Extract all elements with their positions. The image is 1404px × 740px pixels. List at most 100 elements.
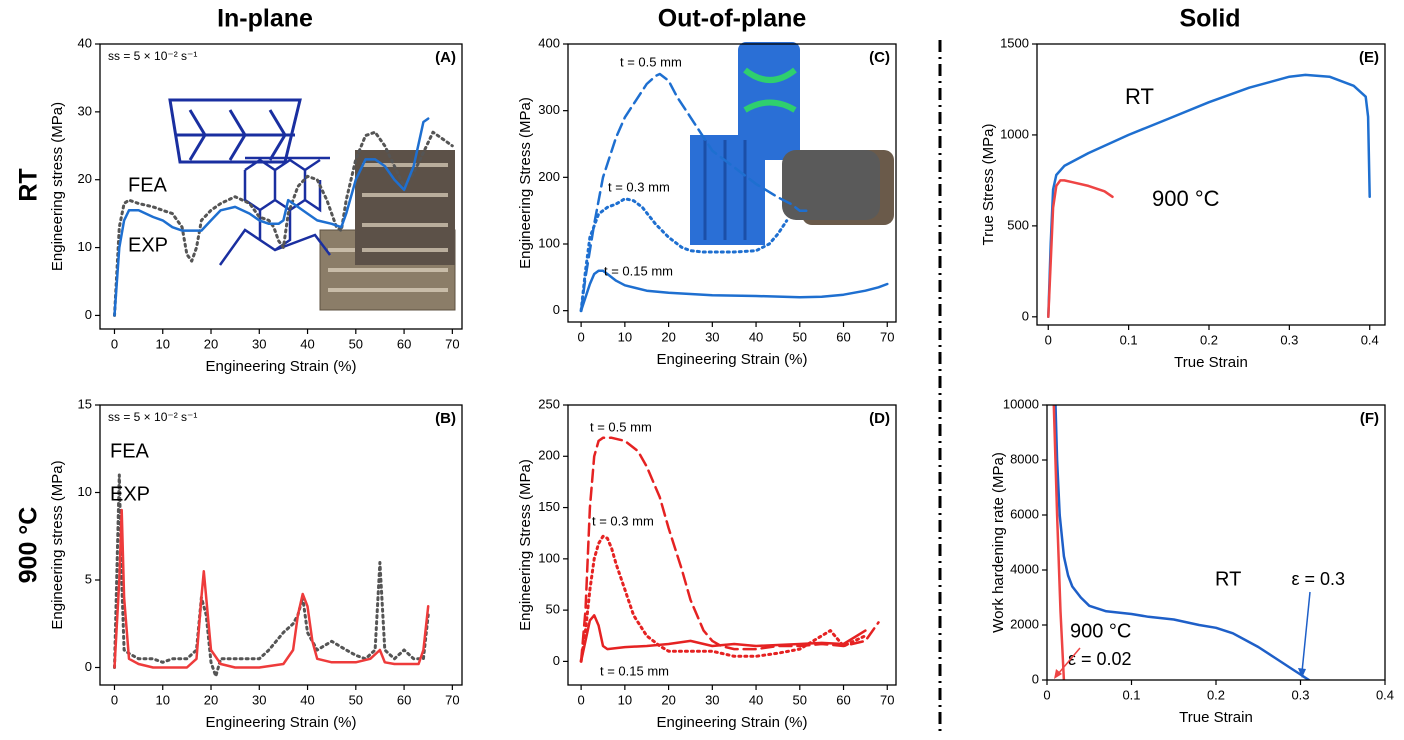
annotation: ε = 0.3 (1291, 569, 1345, 589)
x-tick-label: 10 (156, 336, 170, 351)
x-axis-label: Engineering Strain (%) (206, 714, 357, 731)
series-line (113, 473, 430, 678)
series-line (579, 534, 867, 663)
y-tick-label: 250 (538, 396, 560, 411)
panel: 0 10 20 30 40 50 60 70 0 5 10 15 Engineering Strain … (49, 396, 463, 731)
inset-model (743, 67, 797, 113)
y-tick-label: 150 (538, 499, 560, 514)
panel: 0 10 20 30 40 50 60 70 0 50 100 150 200 250 Engineerin… (517, 396, 897, 731)
panel-label: (C) (869, 49, 890, 66)
series-label: FEA (110, 440, 150, 462)
inset-model (168, 98, 302, 164)
x-axis-label: True Strain (1174, 354, 1248, 371)
series-line (1054, 405, 1311, 680)
axes-frame (99, 43, 463, 330)
inset-photo (362, 163, 448, 252)
x-tick-label: 70 (445, 692, 459, 707)
plot-area (1052, 405, 1311, 680)
annotation: ss = 5 × 10⁻² s⁻¹ (108, 49, 197, 63)
inset-photo (355, 150, 455, 265)
x-tick-label: 50 (793, 692, 807, 707)
panel-label: (B) (435, 410, 456, 427)
series-line (579, 72, 810, 312)
x-axis-label: Engineering Strain (%) (657, 351, 808, 368)
panel: 0 10 20 30 40 50 60 70 0 10 20 30 40 Engineering Stra… (49, 35, 463, 375)
y-tick-label: 0 (85, 659, 92, 674)
x-tick-label: 0.2 (1200, 332, 1218, 347)
plot-area (1047, 73, 1371, 319)
row-label: RT (15, 168, 43, 201)
arrow-head (1298, 668, 1306, 678)
x-tick-label: 10 (618, 329, 632, 344)
panel-label: (D) (869, 410, 890, 427)
series-label: t = 0.15 mm (604, 263, 673, 278)
annotation: ss = 5 × 10⁻² s⁻¹ (108, 410, 197, 424)
x-tick-label: 30 (705, 329, 719, 344)
x-tick-label: 40 (749, 692, 763, 707)
arrow (1301, 591, 1311, 673)
series-line (579, 614, 867, 663)
panel: 0 0.1 0.2 0.3 0.4 0 500 1000 1500 True Strain True… (980, 35, 1386, 371)
x-axis-label: Engineering Strain (%) (206, 358, 357, 375)
series-line (579, 269, 889, 312)
y-tick-label: 0 (553, 302, 560, 317)
x-tick-label: 40 (749, 329, 763, 344)
y-tick-label: 0 (1032, 671, 1039, 686)
y-tick-label: 10000 (1003, 396, 1039, 411)
annotation: ε = 0.02 (1068, 649, 1132, 669)
panel: 0 0.1 0.2 0.3 0.4 0 2000 4000 6000 8000 10000 True … (990, 396, 1394, 726)
axes-frame (567, 43, 897, 323)
y-tick-label: 400 (538, 35, 560, 50)
x-tick-label: 60 (397, 336, 411, 351)
x-tick-label: 20 (661, 329, 675, 344)
inset-model (703, 140, 747, 240)
x-tick-label: 0.3 (1291, 687, 1309, 702)
y-tick-label: 10 (78, 484, 92, 499)
x-tick-label: 30 (705, 692, 719, 707)
series-label: EXP (128, 234, 168, 256)
inset-model (218, 156, 331, 266)
y-tick-label: 10 (78, 239, 92, 254)
series-label: t = 0.15 mm (600, 663, 669, 678)
y-axis-label: Engineering stress (MPa) (49, 460, 66, 629)
y-axis-label: True Stress (MPa) (980, 124, 997, 246)
y-tick-label: 5 (85, 571, 92, 586)
panel-label: (F) (1360, 410, 1379, 427)
plot-area (113, 473, 430, 678)
x-tick-label: 30 (252, 336, 266, 351)
x-tick-label: 70 (880, 692, 894, 707)
series-line (113, 117, 430, 317)
x-tick-label: 50 (349, 336, 363, 351)
column-header: In-plane (217, 5, 313, 33)
y-axis-label: Engineering stress (MPa) (49, 102, 66, 271)
x-tick-label: 0 (111, 692, 118, 707)
x-tick-label: 0.1 (1120, 332, 1138, 347)
x-tick-label: 60 (397, 692, 411, 707)
y-tick-label: 300 (538, 102, 560, 117)
y-tick-label: 200 (538, 448, 560, 463)
series-label: EXP (110, 483, 150, 505)
x-tick-label: 40 (300, 692, 314, 707)
column-header: Out-of-plane (658, 5, 807, 33)
series-line (579, 197, 789, 313)
y-tick-label: 0 (1022, 308, 1029, 323)
column-header: Solid (1179, 5, 1240, 33)
x-tick-label: 0.4 (1361, 332, 1379, 347)
series-label: RT (1215, 568, 1241, 590)
x-tick-label: 0 (1043, 687, 1050, 702)
series-line (1052, 405, 1066, 680)
series-line (113, 508, 430, 669)
y-axis-label: Engineering Stress (MPa) (517, 459, 534, 631)
series-label: 900 °C (1152, 186, 1220, 211)
panel: 0 10 20 30 40 50 60 70 0 100 200 300 400 Engineering … (517, 35, 897, 368)
y-tick-label: 50 (546, 602, 560, 617)
series-label: t = 0.3 mm (592, 513, 654, 528)
arrow (1057, 647, 1081, 675)
x-tick-label: 70 (445, 336, 459, 351)
y-tick-label: 40 (78, 35, 92, 50)
x-tick-label: 50 (793, 329, 807, 344)
panel-label: (E) (1359, 49, 1379, 66)
x-tick-label: 0.2 (1207, 687, 1225, 702)
x-tick-label: 50 (349, 692, 363, 707)
